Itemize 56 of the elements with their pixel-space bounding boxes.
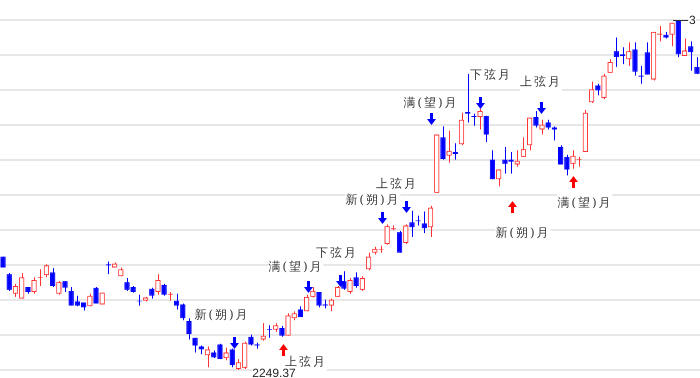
candlestick (155, 274, 161, 296)
candlestick (260, 322, 266, 342)
candlestick (50, 268, 56, 288)
candlestick (601, 73, 607, 100)
candlestick (304, 294, 310, 312)
candlestick (539, 119, 545, 135)
candlestick (546, 119, 551, 130)
annotation: 新(朔)月 (194, 306, 250, 324)
candlestick (446, 130, 452, 164)
candlestick (422, 210, 427, 234)
candlestick (490, 150, 496, 180)
annotation: 上弦月 (520, 74, 562, 90)
candlestick (31, 276, 37, 294)
candlestick (484, 115, 489, 143)
candlestick (347, 277, 353, 294)
annotation: 满(望)月 (403, 94, 459, 112)
candlestick (149, 287, 154, 300)
candlestick (204, 346, 210, 368)
annotation: 3 (689, 13, 696, 27)
candlestick (644, 42, 650, 76)
annotation: 下弦月 (316, 244, 358, 262)
candlestick (87, 293, 92, 307)
candlestick (310, 286, 316, 298)
candlestick (396, 230, 402, 254)
candlestick (6, 272, 12, 292)
candlestick (471, 113, 477, 126)
annotation: 满(望)月 (557, 194, 613, 212)
candlestick (688, 40, 694, 72)
candlestick (632, 42, 638, 76)
candlestick (588, 81, 594, 104)
candlestick (230, 348, 235, 368)
candlestick (328, 298, 334, 312)
candlestick (608, 58, 613, 74)
annotation: 新(朔)月 (495, 224, 551, 242)
candlestick (458, 112, 464, 146)
candlestick (403, 224, 408, 244)
candlestick (694, 56, 700, 74)
candlestick (93, 286, 99, 304)
annotation: 上弦月 (376, 176, 418, 192)
candlestick (520, 136, 526, 158)
candlestick (162, 283, 167, 296)
candlestick (440, 126, 446, 160)
candlestick (360, 276, 366, 292)
candlestick (428, 205, 434, 238)
candlestick (186, 318, 192, 340)
candlestick (669, 22, 675, 47)
annotation: 2249.37 (252, 366, 296, 378)
annotation: 新(朔)月 (345, 192, 401, 208)
candlestick (595, 83, 600, 96)
annotation: 下弦月 (470, 66, 512, 84)
candlestick (496, 168, 502, 187)
candlestick (626, 42, 632, 66)
candlestick (56, 280, 62, 296)
candlestick (366, 252, 372, 271)
candlestick (514, 150, 520, 168)
annotation: 满(望)月 (268, 258, 324, 276)
